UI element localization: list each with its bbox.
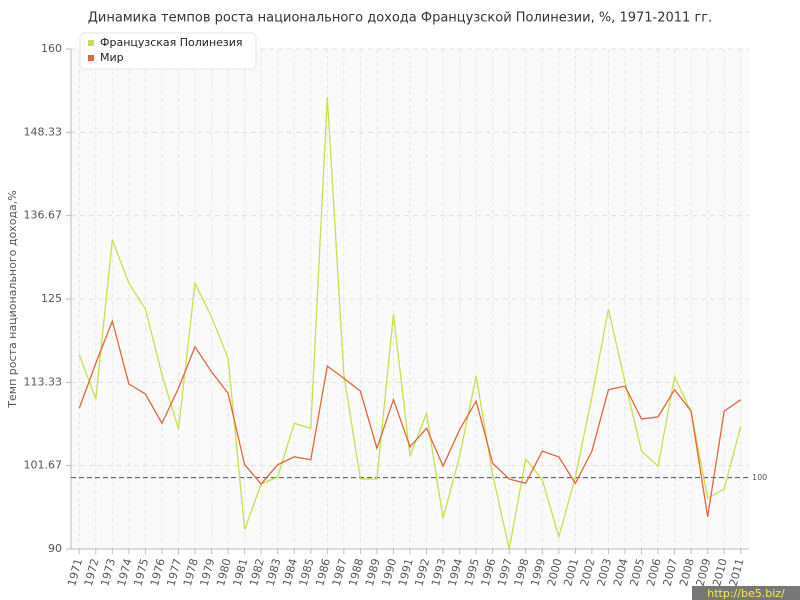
- y-tick-label: 125: [41, 292, 62, 305]
- legend-swatch: [88, 40, 94, 46]
- y-tick-label: 148.33: [24, 125, 63, 138]
- legend-box: [79, 32, 257, 70]
- y-tick-label: 101.67: [24, 459, 63, 472]
- legend: Французская Полинезия Мир: [79, 32, 257, 70]
- y-tick-label: 90: [48, 542, 62, 555]
- legend-swatch: [88, 55, 94, 61]
- y-tick-label: 136.67: [24, 209, 63, 222]
- reference-label: 100: [752, 473, 767, 482]
- watermark: http://be5.biz/: [707, 587, 785, 600]
- series-line: [78, 319, 742, 517]
- series-line: [78, 96, 742, 550]
- chart-title: Динамика темпов роста национального дохо…: [88, 11, 712, 26]
- watermark-bg: [692, 586, 800, 600]
- legend-label: Мир: [100, 51, 124, 64]
- y-axis-label: Темп роста национального дохода,%: [6, 190, 19, 408]
- y-tick-label: 160: [41, 42, 62, 55]
- y-tick-label: 113.33: [24, 375, 63, 388]
- legend-label: Французская Полинезия: [100, 36, 243, 49]
- x-tick-label: 2011: [727, 557, 747, 587]
